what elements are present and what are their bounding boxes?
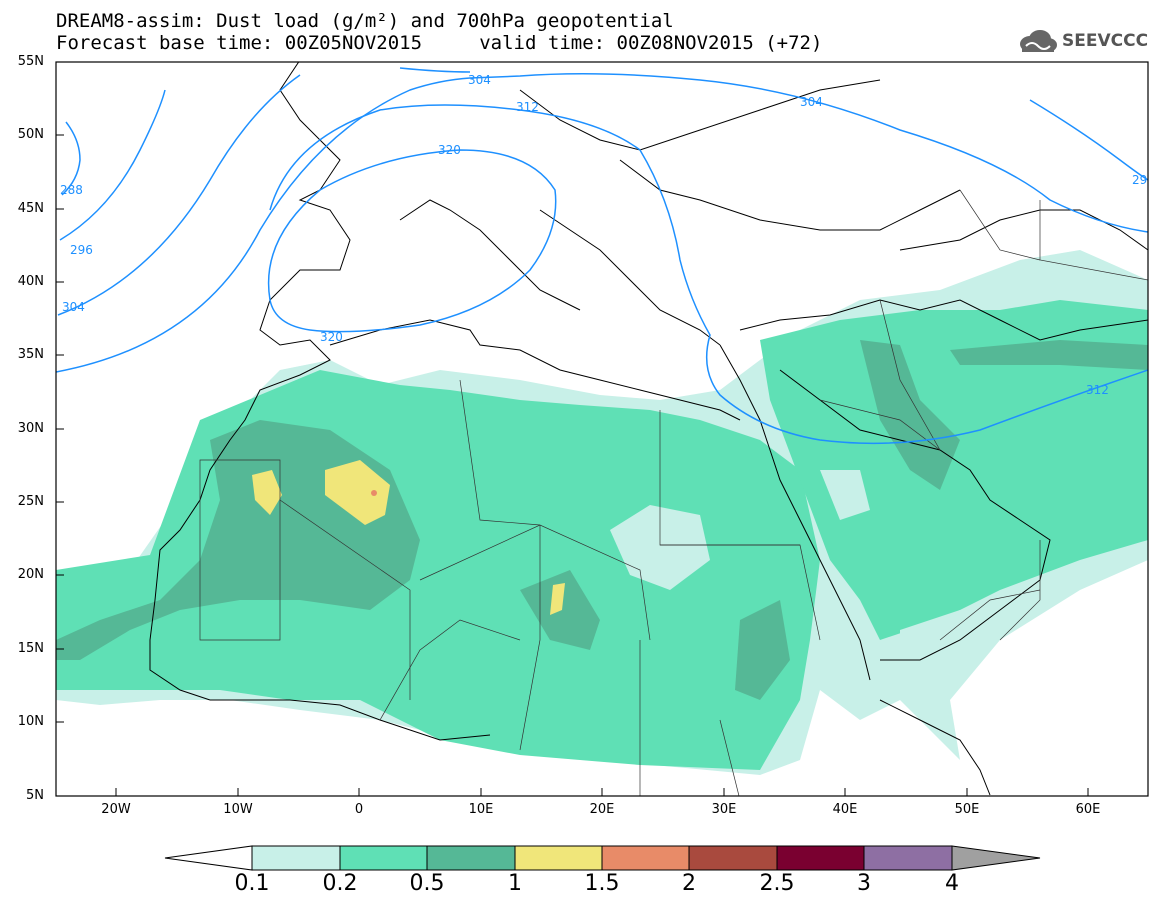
lon-label: 20E — [589, 802, 615, 817]
colorbar-under-arrow — [164, 845, 253, 871]
colorbar-swatch — [514, 845, 603, 871]
contour-label: 29 — [1132, 173, 1147, 187]
lon-label: 20W — [101, 802, 131, 817]
contour-label: 304 — [800, 95, 823, 109]
colorbar-label: 2.5 — [759, 871, 795, 896]
lon-label: 30E — [711, 802, 737, 817]
seevccc-logo: SEEVCCC — [1016, 26, 1148, 56]
colorbar-swatch — [339, 845, 428, 871]
dust-layer-medium — [56, 300, 1148, 770]
contour-label: 296 — [70, 243, 93, 257]
geopotential-contours — [56, 67, 1148, 445]
lon-label: 40E — [832, 802, 858, 817]
lat-label: 40N — [17, 274, 44, 289]
logo-text: SEEVCCC — [1062, 31, 1149, 51]
lat-label: 55N — [17, 54, 44, 69]
lon-label: 0 — [354, 802, 364, 817]
colorbar-swatch — [426, 845, 516, 871]
dust-peak-marker — [371, 490, 377, 496]
country-borders — [199, 189, 1148, 796]
colorbar-label: 0.5 — [409, 871, 445, 896]
lon-label: 10E — [468, 802, 494, 817]
colorbar-label: 1.5 — [584, 871, 620, 896]
contour-label: 288 — [60, 183, 83, 197]
colorbar-label: 3 — [857, 871, 871, 896]
lat-label: 15N — [17, 641, 44, 656]
contour-label: 304 — [62, 300, 85, 314]
colorbar-swatch — [251, 845, 341, 871]
lat-label: 25N — [17, 494, 44, 509]
colorbar-label: 0.2 — [322, 871, 358, 896]
colorbar-over-arrow — [951, 845, 1041, 871]
dust-layer-high — [252, 460, 565, 615]
lat-label: 45N — [17, 201, 44, 216]
coastlines — [149, 62, 1148, 796]
lat-label: 20N — [17, 567, 44, 582]
dust-layer-gaps — [610, 470, 990, 690]
colorbar-swatch — [601, 845, 690, 871]
colorbar-swatch — [688, 845, 778, 871]
colorbar — [164, 845, 1041, 871]
lon-label: 10W — [223, 802, 253, 817]
contour-label: 320 — [438, 143, 461, 157]
contour-label: 312 — [1086, 383, 1109, 397]
colorbar-label: 1 — [508, 871, 522, 896]
lat-label: 30N — [17, 421, 44, 436]
colorbar-label: 0.1 — [234, 871, 270, 896]
forecast-time-subtitle: Forecast base time: 00Z05NOV2015 valid t… — [56, 32, 823, 54]
contour-label: 312 — [516, 100, 539, 114]
colorbar-swatch — [776, 845, 865, 871]
lat-label: 5N — [26, 788, 44, 803]
lat-label: 35N — [17, 347, 44, 362]
lat-label: 10N — [17, 714, 44, 729]
map-title: DREAM8-assim: Dust load (g/m²) and 700hP… — [56, 10, 674, 32]
colorbar-label: 4 — [945, 871, 959, 896]
contour-label: 320 — [320, 330, 343, 344]
lon-label: 50E — [954, 802, 980, 817]
cloud-logo-icon — [1020, 30, 1057, 52]
lon-label: 60E — [1075, 802, 1101, 817]
axis-ticks — [56, 61, 1089, 796]
lat-label: 50N — [17, 127, 44, 142]
colorbar-swatch — [863, 845, 953, 871]
colorbar-label: 2 — [682, 871, 696, 896]
contour-label: 304 — [468, 73, 491, 87]
